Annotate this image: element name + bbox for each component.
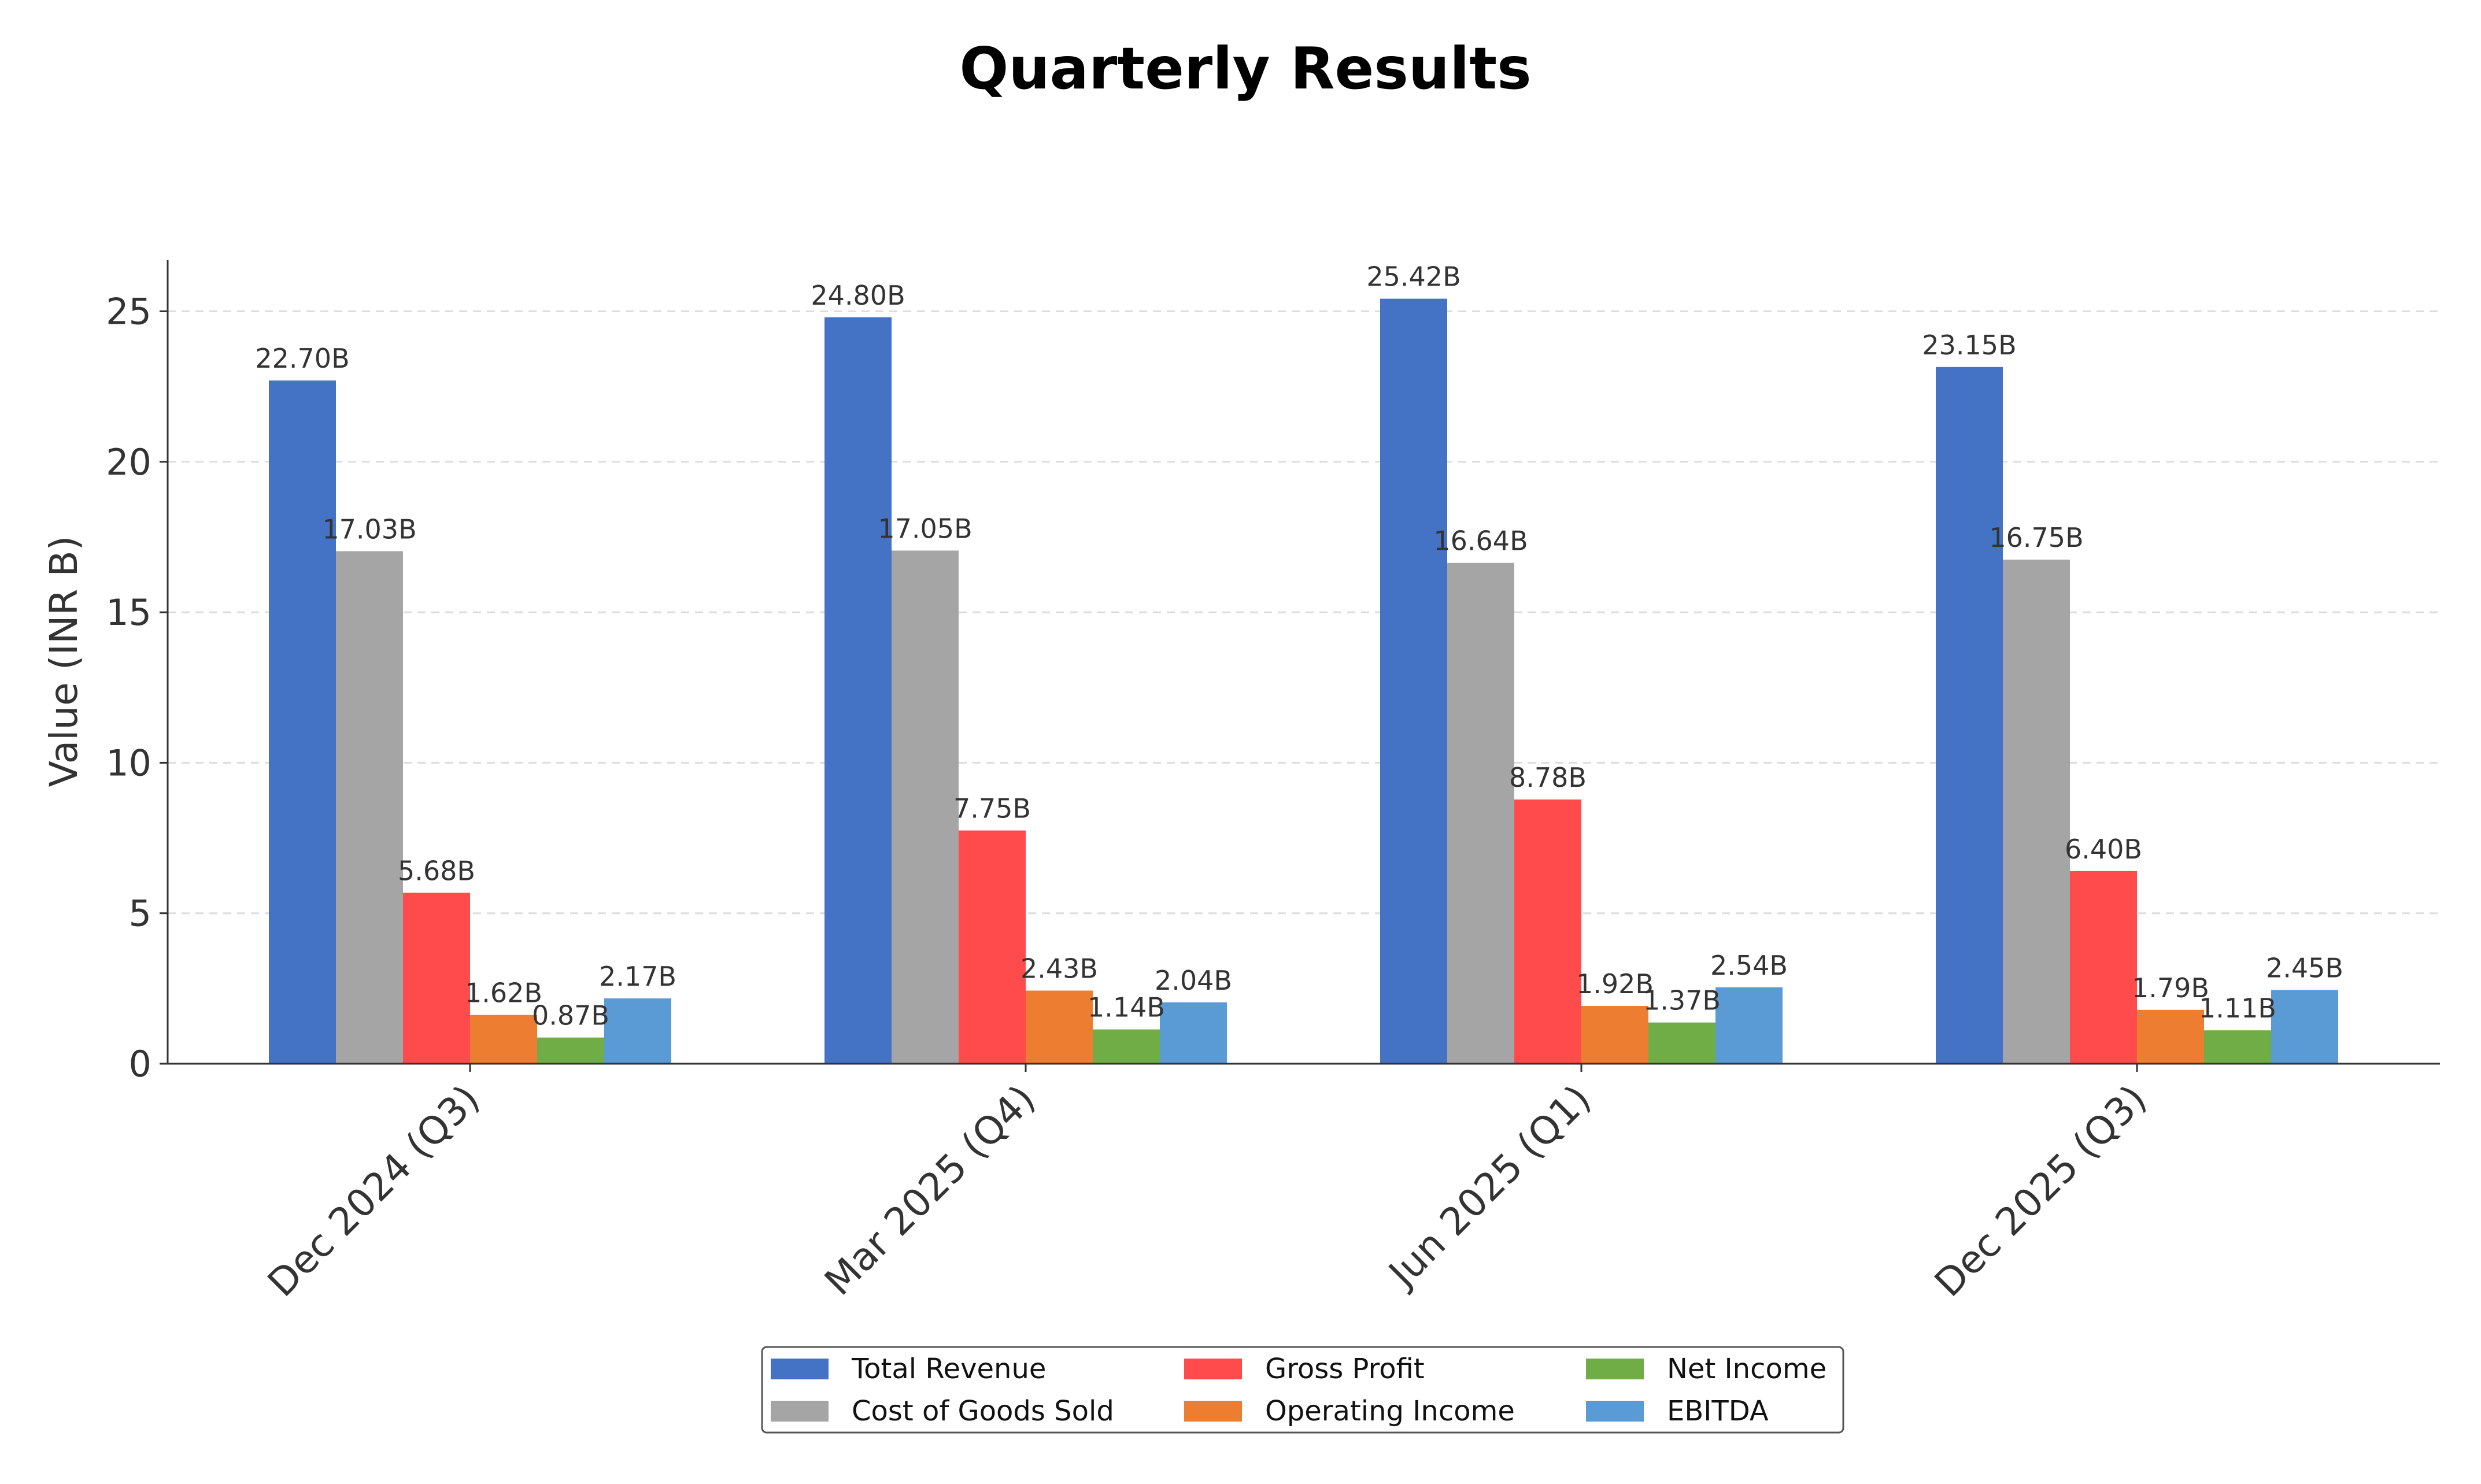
legend-label: Total Revenue [851, 1353, 1046, 1385]
bar [1093, 1029, 1160, 1064]
bar-value-label: 25.42B [1366, 261, 1461, 293]
bar [269, 380, 336, 1064]
bar-value-label: 1.37B [1643, 985, 1721, 1016]
bar [892, 550, 959, 1064]
legend-swatch [1586, 1359, 1644, 1379]
y-tick-label: 5 [129, 893, 151, 935]
bar-value-label: 2.45B [2266, 952, 2343, 983]
legend-label: Cost of Goods Sold [852, 1395, 1114, 1427]
bar [2003, 559, 2070, 1064]
bar-value-label: 2.17B [599, 961, 676, 992]
legend-label: Operating Income [1265, 1395, 1515, 1427]
bar [336, 551, 403, 1064]
bar-value-label: 8.78B [1509, 762, 1587, 793]
y-tick-label: 15 [106, 591, 151, 634]
bar [959, 830, 1026, 1064]
bar-value-label: 24.80B [811, 280, 905, 311]
legend-label: Gross Profit [1265, 1353, 1425, 1385]
bar-value-label: 23.15B [1922, 330, 2016, 361]
bar-value-label: 1.62B [465, 978, 542, 1009]
legend-swatch [1184, 1401, 1242, 1422]
bar-value-label: 17.05B [878, 513, 972, 544]
bar-value-label: 0.87B [532, 1000, 609, 1031]
y-tick-label: 10 [106, 742, 151, 784]
bar [1936, 367, 2003, 1064]
bar-value-label: 2.54B [1710, 950, 1788, 981]
bars [269, 298, 2338, 1064]
bar [1026, 990, 1093, 1064]
bar [2271, 990, 2338, 1064]
bar [470, 1015, 537, 1064]
legend-swatch [771, 1359, 829, 1379]
bar [604, 998, 671, 1064]
y-axis-label: Value (INR B) [42, 536, 86, 787]
bar-value-label: 1.79B [2132, 972, 2209, 1004]
bar-value-label: 17.03B [322, 513, 416, 545]
legend: Total Revenue Cost of Goods Sold Gross Pro… [761, 1346, 1844, 1434]
bar [1715, 987, 1783, 1064]
chart-title: Quarterly Results [959, 35, 1531, 102]
legend-swatch [1184, 1359, 1242, 1379]
legend-swatch [1586, 1401, 1644, 1422]
bar-value-label: 1.11B [2199, 993, 2276, 1024]
legend-swatch [771, 1401, 829, 1422]
bar [1514, 799, 1581, 1064]
y-tick-label: 0 [129, 1043, 151, 1085]
bar-value-label: 1.92B [1576, 968, 1654, 1000]
bar-value-label: 22.70B [255, 343, 349, 374]
bar-value-label: 2.04B [1155, 965, 1232, 996]
bar [1160, 1002, 1227, 1064]
bar [2204, 1030, 2271, 1064]
bar [824, 317, 892, 1064]
legend-label: EBITDA [1667, 1395, 1769, 1427]
bar-value-label: 16.75B [1989, 522, 2083, 553]
bar-value-label: 7.75B [953, 793, 1031, 824]
bar-value-label: 16.64B [1433, 525, 1528, 557]
bar [1380, 298, 1447, 1064]
bar [2070, 871, 2137, 1064]
y-tick-label: 25 [106, 291, 151, 333]
bar [2137, 1009, 2204, 1064]
bar [537, 1037, 604, 1064]
bar-value-label: 6.40B [2065, 834, 2142, 865]
y-tick-label: 20 [106, 441, 151, 483]
legend-box [761, 1346, 1844, 1434]
legend-label: Net Income [1667, 1353, 1826, 1385]
bar [1648, 1022, 1715, 1064]
bar [1447, 562, 1514, 1064]
bar [403, 893, 470, 1064]
bar-value-label: 2.43B [1020, 953, 1098, 984]
bar [1581, 1006, 1648, 1064]
bar-value-label: 5.68B [398, 855, 475, 886]
bar-value-label: 1.14B [1088, 992, 1165, 1023]
